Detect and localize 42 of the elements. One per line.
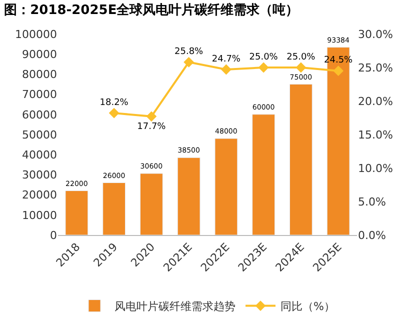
- point: [108, 108, 120, 118]
- data-label: 25.8%: [174, 46, 204, 57]
- y2-tick-label: 10.0%: [358, 162, 393, 175]
- y-tick-label: 100000: [15, 28, 57, 41]
- y2-tick-label: 20.0%: [358, 94, 393, 108]
- point: [258, 62, 269, 73]
- y2-tick-label: 30.0%: [358, 28, 393, 41]
- y-tick-label: 90000: [22, 48, 57, 61]
- point: [184, 56, 194, 68]
- data-label: 18.2%: [100, 98, 129, 108]
- y-tick-label: 10000: [22, 208, 57, 222]
- y2-tick-label: 15.0%: [358, 128, 393, 142]
- bar: [102, 182, 126, 235]
- point: [146, 111, 157, 122]
- data-label: 24.7%: [212, 54, 241, 64]
- y-tick-label: 60000: [22, 108, 57, 122]
- legend-label: 风电叶片碳纤维需求趋势: [114, 300, 236, 314]
- legend-label: 同比（%）: [280, 300, 335, 314]
- y2-tick-label: 5.0%: [358, 195, 386, 208]
- y-tick-label: 80000: [22, 68, 57, 82]
- data-label: 25.0%: [286, 52, 316, 62]
- point: [333, 66, 344, 76]
- y2-tick-label: 25.0%: [358, 61, 393, 74]
- y-tick-label: 70000: [22, 88, 57, 102]
- y-tick-label: 20000: [22, 188, 57, 202]
- y-tick-label: 30000: [22, 168, 57, 182]
- bar: [65, 190, 88, 235]
- bar: [289, 84, 312, 235]
- y2-tick-label: 0.0%: [358, 228, 386, 242]
- data-label: 17.7%: [137, 122, 166, 132]
- bar: [214, 138, 238, 235]
- y-tick-label: 50000: [22, 128, 57, 142]
- bar: [252, 114, 276, 235]
- y-tick-label: 40000: [22, 148, 57, 162]
- y-tick-label: 0: [50, 228, 57, 242]
- bar: [177, 157, 200, 235]
- bar: [140, 173, 163, 235]
- point: [220, 64, 232, 75]
- point: [296, 62, 306, 73]
- data-label: 25.0%: [249, 52, 278, 62]
- chart-title: 图：2018-2025E全球风电叶片碳纤维需求（吨）: [4, 2, 299, 18]
- bar: [326, 47, 350, 235]
